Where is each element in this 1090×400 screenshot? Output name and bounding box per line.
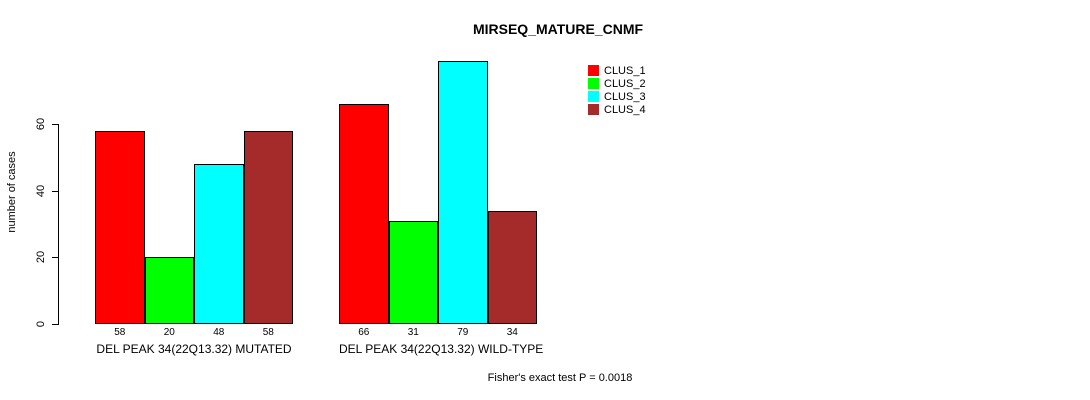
y-axis-tick bbox=[52, 324, 59, 325]
bar-clus_2 bbox=[388, 220, 438, 324]
statistical-test-annotation: Fisher's exact test P = 0.0018 bbox=[487, 372, 633, 384]
legend-color-swatch-clus_2 bbox=[588, 78, 599, 89]
bar-value-label: 34 bbox=[506, 327, 518, 338]
legend-label: CLUS_2 bbox=[604, 77, 646, 90]
category-label: DEL PEAK 34(22Q13.32) WILD-TYPE bbox=[339, 342, 544, 356]
legend-item: CLUS_1 bbox=[588, 64, 646, 77]
y-axis-tick bbox=[52, 257, 59, 259]
y-axis-tick-label: 20 bbox=[35, 251, 47, 264]
legend-item: CLUS_3 bbox=[588, 90, 646, 103]
legend-label: CLUS_4 bbox=[604, 103, 646, 116]
bar-value-label: 66 bbox=[358, 327, 370, 338]
bar-value-label: 20 bbox=[163, 327, 175, 338]
bar-clus_1 bbox=[95, 130, 145, 324]
bar-clus_3 bbox=[194, 164, 244, 324]
legend-color-swatch-clus_3 bbox=[588, 91, 599, 102]
category-label: DEL PEAK 34(22Q13.32) MUTATED bbox=[96, 342, 292, 356]
bar-value-label: 58 bbox=[114, 327, 126, 338]
bar-clus_4 bbox=[243, 130, 293, 324]
y-axis-tick bbox=[52, 124, 59, 126]
legend-color-swatch-clus_1 bbox=[588, 65, 599, 76]
bar-clus_2 bbox=[144, 257, 194, 324]
bar-clus_4 bbox=[487, 210, 537, 324]
bar-value-label: 48 bbox=[213, 327, 225, 338]
legend-label: CLUS_3 bbox=[604, 90, 646, 103]
bar-clus_1 bbox=[339, 104, 389, 324]
bar-clus_3 bbox=[438, 60, 488, 324]
legend-color-swatch-clus_4 bbox=[588, 104, 599, 115]
bar-value-label: 58 bbox=[262, 327, 274, 338]
bar-value-label: 79 bbox=[457, 327, 469, 338]
bar-value-label: 31 bbox=[407, 327, 419, 338]
y-axis-tick-label: 60 bbox=[35, 118, 47, 131]
legend-item: CLUS_2 bbox=[588, 77, 646, 90]
y-axis-tick-label: 0 bbox=[35, 320, 47, 328]
legend-item: CLUS_4 bbox=[588, 103, 646, 116]
y-axis-tick-label: 40 bbox=[35, 184, 47, 197]
y-axis-tick bbox=[52, 190, 59, 192]
y-axis-line bbox=[58, 124, 59, 324]
legend: CLUS_1 CLUS_2 CLUS_3 CLUS_4 bbox=[588, 64, 646, 116]
legend-label: CLUS_1 bbox=[604, 64, 646, 77]
chart-title: MIRSEQ_MATURE_CNMF bbox=[472, 21, 644, 37]
y-axis-title: number of cases bbox=[6, 151, 18, 233]
